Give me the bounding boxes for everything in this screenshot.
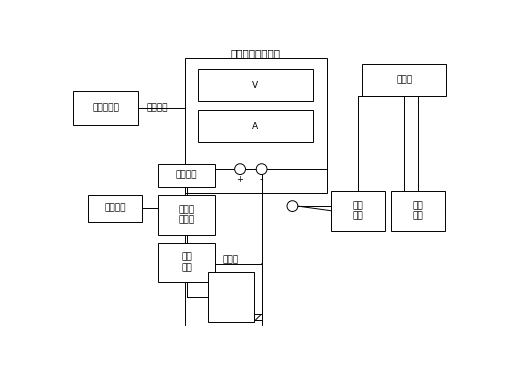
Text: V: V [252, 81, 259, 90]
Bar [331, 191, 385, 231]
Text: -: - [260, 174, 263, 184]
Text: 触发信号: 触发信号 [147, 103, 168, 112]
Bar [208, 272, 254, 322]
Bar [158, 243, 216, 282]
Text: 切片
处理: 切片 处理 [181, 253, 192, 272]
Circle shape [256, 164, 267, 175]
Text: 处理模块: 处理模块 [176, 171, 197, 180]
Bar [158, 164, 216, 187]
Text: 微秒脉冲发生设备: 微秒脉冲发生设备 [231, 48, 281, 58]
Bar [216, 264, 262, 314]
Text: A: A [252, 121, 259, 131]
Bar [362, 64, 446, 96]
Bar [198, 110, 313, 142]
Bar [73, 91, 138, 125]
Bar [89, 195, 142, 222]
Bar [158, 195, 216, 235]
Bar [185, 58, 327, 193]
Text: 示波器: 示波器 [396, 75, 412, 84]
Text: 显微相机: 显微相机 [104, 204, 126, 212]
Circle shape [234, 164, 245, 175]
Text: 电机杯: 电机杯 [223, 256, 239, 265]
Bar [391, 191, 445, 231]
Text: 电流
探头: 电流 探头 [352, 201, 363, 221]
Text: 信号发生器: 信号发生器 [92, 104, 119, 112]
Text: 高压
探头: 高压 探头 [413, 201, 423, 221]
Circle shape [287, 201, 298, 212]
Text: +: + [237, 175, 244, 184]
Bar [198, 69, 313, 101]
Text: 细胞检
测装置: 细胞检 测装置 [179, 205, 195, 224]
